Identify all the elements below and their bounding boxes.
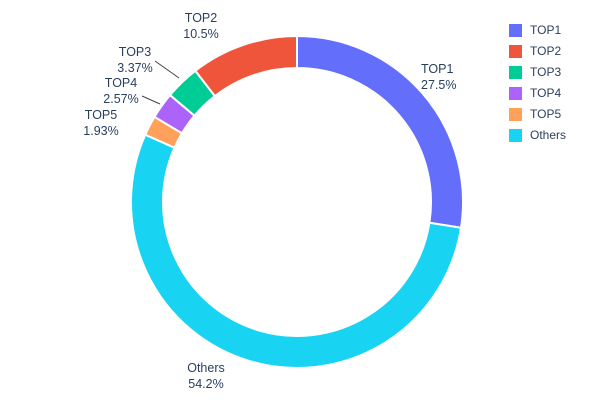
- legend-item-top2[interactable]: TOP2: [509, 45, 566, 58]
- legend-label-top3: TOP3: [530, 65, 562, 79]
- slice-name-label-top4: TOP4: [105, 76, 137, 90]
- legend-swatch-top3: [509, 66, 522, 79]
- legend-label-top5: TOP5: [530, 107, 562, 121]
- slice-pct-label-top1: 27.5%: [421, 78, 456, 92]
- leader-line-top3: [154, 60, 180, 79]
- slice-pct-label-others: 54.2%: [188, 377, 223, 391]
- slice-pct-label-top5: 1.93%: [83, 124, 118, 138]
- legend-item-top1[interactable]: TOP1: [509, 24, 566, 37]
- slice-pct-label-top2: 10.5%: [183, 27, 218, 41]
- legend-label-top1: TOP1: [530, 23, 562, 37]
- legend-label-top2: TOP2: [530, 44, 562, 58]
- legend-item-top4[interactable]: TOP4: [509, 87, 566, 100]
- slice-name-label-others: Others: [187, 361, 225, 375]
- legend-item-top5[interactable]: TOP5: [509, 108, 566, 121]
- legend-label-top4: TOP4: [530, 86, 562, 100]
- slice-name-label-top3: TOP3: [119, 45, 151, 59]
- slice-pct-label-top3: 3.37%: [117, 61, 152, 75]
- pie-slice-top2[interactable]: [194, 35, 298, 98]
- pie-slice-others[interactable]: [130, 133, 462, 369]
- legend-item-others[interactable]: Others: [509, 129, 566, 142]
- leader-line-top4: [141, 95, 161, 105]
- legend-swatch-top1: [509, 24, 522, 37]
- legend-swatch-top5: [509, 108, 522, 121]
- legend-item-top3[interactable]: TOP3: [509, 66, 566, 79]
- slice-name-label-top2: TOP2: [185, 11, 217, 25]
- legend: TOP1 TOP2 TOP3 TOP4 TOP5 Others: [509, 24, 566, 150]
- slice-name-label-top1: TOP1: [421, 62, 453, 76]
- legend-label-others: Others: [530, 128, 567, 142]
- slice-name-label-top5: TOP5: [85, 108, 117, 122]
- slice-pct-label-top4: 2.57%: [103, 92, 138, 106]
- legend-swatch-others: [509, 129, 522, 142]
- legend-swatch-top2: [509, 45, 522, 58]
- legend-swatch-top4: [509, 87, 522, 100]
